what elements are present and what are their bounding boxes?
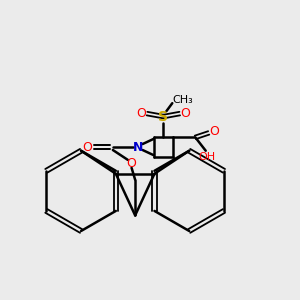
Text: S: S (158, 110, 168, 124)
Text: OH: OH (199, 152, 216, 162)
Text: O: O (82, 140, 92, 154)
Text: O: O (136, 107, 146, 120)
Text: CH₃: CH₃ (172, 95, 193, 105)
Text: O: O (210, 125, 220, 138)
Text: O: O (127, 157, 136, 170)
Text: N: N (133, 140, 143, 154)
Text: O: O (181, 107, 190, 120)
